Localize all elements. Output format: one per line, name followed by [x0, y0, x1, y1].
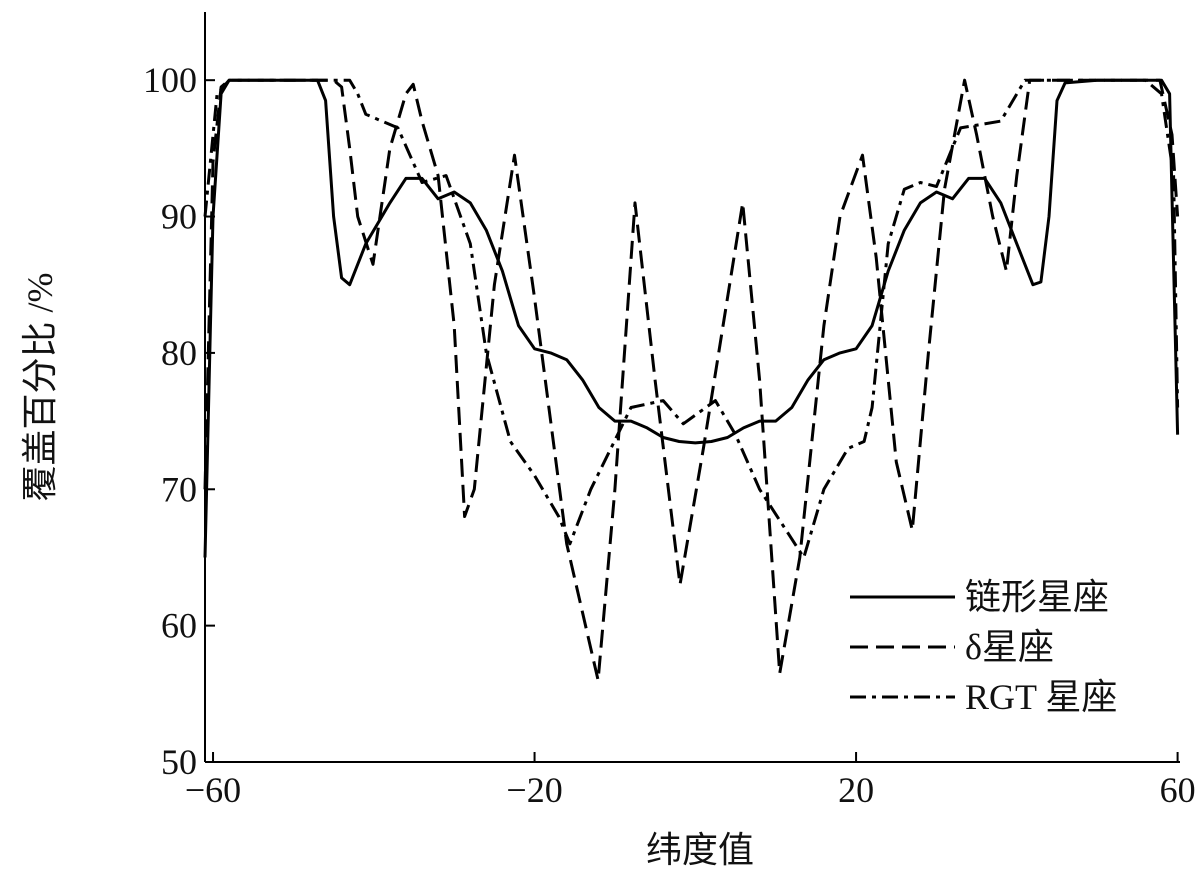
- legend-label: δ星座: [965, 627, 1054, 667]
- y-tick-label: 50: [161, 742, 197, 782]
- series-line: [203, 78, 1180, 682]
- series-line: [203, 78, 1180, 559]
- series-line: [203, 78, 1180, 558]
- x-tick-label: −60: [185, 770, 241, 810]
- y-tick-label: 70: [161, 469, 197, 509]
- y-tick-label: 80: [161, 333, 197, 373]
- y-axis-label: 覆盖百分比 /%: [20, 273, 60, 502]
- x-tick-label: 20: [838, 770, 874, 810]
- x-tick-label: 60: [1160, 770, 1196, 810]
- y-tick-label: 60: [161, 606, 197, 646]
- x-axis-label: 纬度值: [646, 830, 754, 870]
- y-tick-label: 90: [161, 197, 197, 237]
- x-tick-label: −20: [506, 770, 562, 810]
- y-tick-label: 100: [143, 60, 197, 100]
- legend-label: 链形星座: [965, 577, 1109, 617]
- legend-label: RGT 星座: [965, 677, 1117, 717]
